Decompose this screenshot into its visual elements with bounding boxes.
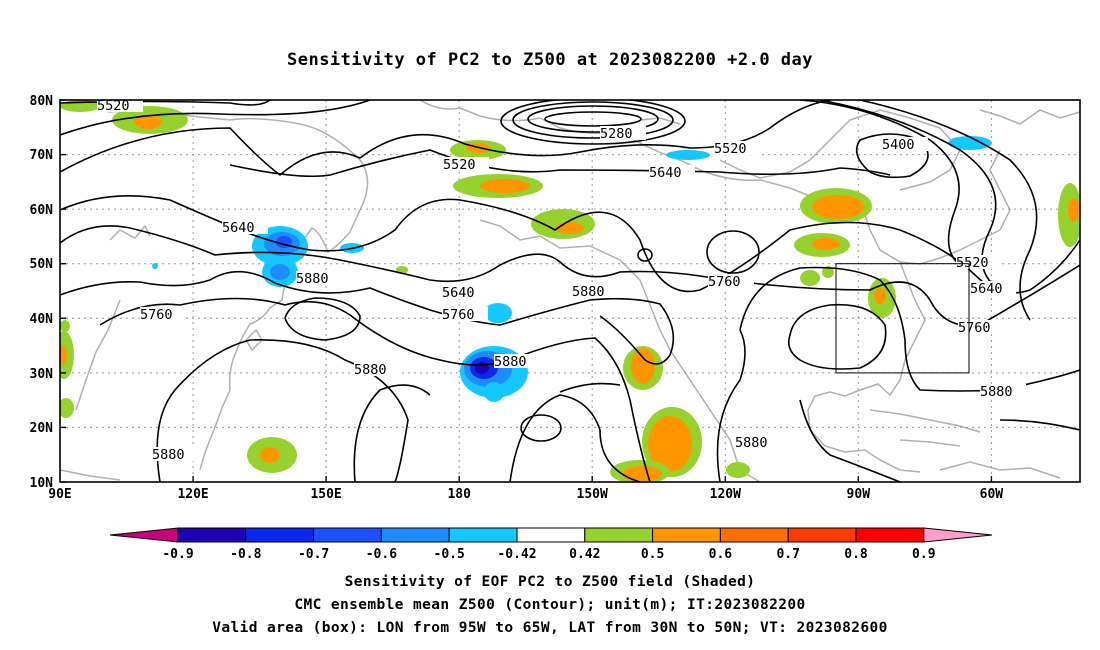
colorbar-label: 0.9 <box>912 547 935 562</box>
colorbar-swatch <box>313 527 382 543</box>
plot-frame <box>59 99 1081 483</box>
latitude-labels: 80N 70N 60N 50N 40N 30N 20N 10N <box>30 94 54 491</box>
figure-title: Sensitivity of PC2 to Z500 at 2023082200… <box>286 50 813 70</box>
colorbar <box>109 527 993 543</box>
colorbar-swatch <box>855 527 925 543</box>
contour-label: 5880 <box>980 384 1013 400</box>
colorbar-swatch-low <box>109 527 179 543</box>
lat-label: 70N <box>30 148 54 163</box>
contour-label: 5880 <box>152 447 185 463</box>
colorbar-label: -0.42 <box>497 547 536 562</box>
colorbar-labels: -0.9 -0.8 -0.7 -0.6 -0.5 -0.42 0.42 0.5 … <box>162 547 935 562</box>
z500-contours <box>60 100 1080 482</box>
lat-label: 30N <box>30 367 54 382</box>
colorbar-swatch <box>719 527 789 543</box>
colorbar-swatch <box>516 527 586 543</box>
colorbar-label: -0.6 <box>366 547 397 562</box>
caption-shading: Sensitivity of EOF PC2 to Z500 field (Sh… <box>344 574 756 590</box>
contour-label: 5880 <box>572 284 605 300</box>
contour-label: 5520 <box>956 255 989 271</box>
lon-label: 180 <box>447 487 471 502</box>
lon-label: 150W <box>577 487 608 502</box>
contour-label: 5280 <box>600 126 633 142</box>
lon-label: 150E <box>310 487 341 502</box>
contour-label: 5520 <box>97 98 130 114</box>
colorbar-swatch <box>245 527 315 543</box>
colorbar-label: 0.6 <box>709 547 733 562</box>
contour-label: 5640 <box>442 285 475 301</box>
lon-label: 120W <box>710 487 741 502</box>
colorbar-label: 0.8 <box>844 547 868 562</box>
colorbar-label: -0.5 <box>434 547 465 562</box>
contour-label: 5640 <box>222 220 255 236</box>
contour-label: 5760 <box>958 320 991 336</box>
lat-label: 80N <box>30 94 54 109</box>
lat-label: 10N <box>30 476 54 491</box>
lon-label: 90E <box>48 487 71 502</box>
contour-label: 5400 <box>882 137 915 153</box>
contour-label: 5520 <box>443 157 476 173</box>
colorbar-swatch <box>380 527 450 543</box>
colorbar-label: -0.9 <box>162 547 193 562</box>
contour-label: 5760 <box>708 274 741 290</box>
colorbar-swatch-high <box>923 527 993 543</box>
contour-label: 5880 <box>354 362 387 378</box>
colorbar-label: 0.5 <box>641 547 664 562</box>
lat-label: 40N <box>30 312 54 327</box>
negative-shading <box>152 136 992 402</box>
contour-label: 5760 <box>442 307 475 323</box>
lat-label: 20N <box>30 421 54 436</box>
caption-contour: CMC ensemble mean Z500 (Contour); unit(m… <box>294 597 806 613</box>
colorbar-swatch <box>584 527 654 543</box>
lon-label: 90W <box>847 487 871 502</box>
contour-label: 5760 <box>140 307 173 323</box>
colorbar-label: 0.7 <box>776 547 799 562</box>
contour-label: 5640 <box>970 281 1003 297</box>
coastlines <box>60 100 1080 482</box>
colorbar-swatch <box>652 527 721 543</box>
lon-label: 120E <box>177 487 208 502</box>
lat-label: 60N <box>30 203 54 218</box>
grid-lines <box>60 100 1080 482</box>
colorbar-label: -0.8 <box>230 547 261 562</box>
colorbar-label: -0.7 <box>298 547 329 562</box>
contour-label: 5640 <box>649 165 682 181</box>
sensitivity-shading <box>60 100 1080 482</box>
contour-label: 5880 <box>494 354 527 370</box>
colorbar-swatch <box>448 527 518 543</box>
lon-label: 60W <box>980 487 1004 502</box>
colorbar-label: 0.42 <box>569 547 600 562</box>
contour-label: 5520 <box>714 141 747 157</box>
contour-label: 5880 <box>735 435 768 451</box>
caption-valid-area: Valid area (box): LON from 95W to 65W, L… <box>212 620 888 636</box>
longitude-labels: 90E 120E 150E 180 150W 120W 90W 60W <box>48 487 1003 502</box>
positive-shading <box>60 100 1080 482</box>
valid-area-box <box>835 263 970 374</box>
colorbar-swatch <box>787 527 857 543</box>
colorbar-swatch <box>177 527 247 543</box>
lat-label: 50N <box>30 257 54 272</box>
tick-marks <box>60 99 993 483</box>
contour-label: 5880 <box>296 271 329 287</box>
